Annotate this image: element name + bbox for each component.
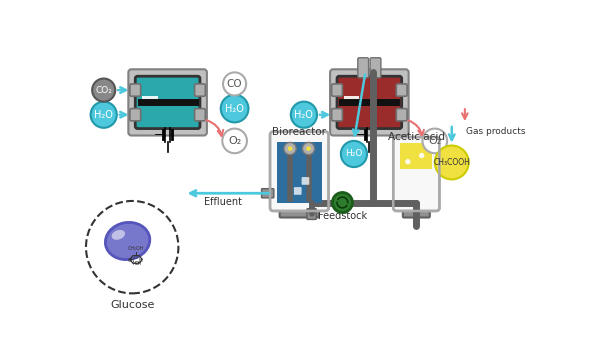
Bar xyxy=(142,96,158,100)
Text: O₂: O₂ xyxy=(428,136,441,146)
Circle shape xyxy=(91,102,117,128)
Bar xyxy=(400,143,432,169)
Text: H: H xyxy=(138,258,142,263)
FancyBboxPatch shape xyxy=(194,108,205,121)
Text: Effluent: Effluent xyxy=(204,197,242,207)
FancyBboxPatch shape xyxy=(307,209,316,219)
Circle shape xyxy=(221,95,249,122)
FancyBboxPatch shape xyxy=(358,58,368,78)
FancyBboxPatch shape xyxy=(130,84,141,96)
Circle shape xyxy=(435,146,469,180)
Circle shape xyxy=(302,142,315,155)
FancyBboxPatch shape xyxy=(332,84,343,96)
Text: Glucose: Glucose xyxy=(110,300,154,309)
Text: CO₂: CO₂ xyxy=(95,86,112,95)
Text: OH: OH xyxy=(134,260,142,266)
Circle shape xyxy=(332,192,352,212)
Text: H₂O: H₂O xyxy=(346,150,362,158)
Circle shape xyxy=(423,129,447,153)
Text: H₂O: H₂O xyxy=(294,110,314,120)
Circle shape xyxy=(222,129,247,153)
FancyBboxPatch shape xyxy=(280,207,319,218)
FancyBboxPatch shape xyxy=(330,69,409,136)
Text: O₂: O₂ xyxy=(228,136,241,146)
FancyBboxPatch shape xyxy=(337,76,402,129)
Text: Acetic acid: Acetic acid xyxy=(388,132,445,142)
FancyBboxPatch shape xyxy=(370,58,381,78)
Bar xyxy=(344,96,359,100)
FancyBboxPatch shape xyxy=(403,207,430,218)
Bar xyxy=(277,142,321,203)
FancyBboxPatch shape xyxy=(393,137,439,211)
FancyBboxPatch shape xyxy=(396,108,407,121)
Circle shape xyxy=(223,72,246,96)
Text: CH₂OH: CH₂OH xyxy=(128,246,144,251)
Ellipse shape xyxy=(105,222,150,260)
Circle shape xyxy=(288,146,293,151)
Circle shape xyxy=(405,159,411,164)
Text: H₂O: H₂O xyxy=(225,104,244,114)
FancyBboxPatch shape xyxy=(130,108,141,121)
FancyBboxPatch shape xyxy=(135,76,200,129)
Circle shape xyxy=(291,102,317,128)
FancyBboxPatch shape xyxy=(270,132,329,211)
Text: H₂O: H₂O xyxy=(95,110,113,120)
Circle shape xyxy=(92,79,115,102)
Text: CO: CO xyxy=(227,79,243,89)
FancyBboxPatch shape xyxy=(128,69,207,136)
FancyBboxPatch shape xyxy=(261,189,274,198)
Text: Bioreactor: Bioreactor xyxy=(272,127,326,137)
FancyBboxPatch shape xyxy=(332,108,343,121)
FancyBboxPatch shape xyxy=(194,84,205,96)
Circle shape xyxy=(341,141,367,167)
Text: O: O xyxy=(134,255,138,260)
FancyBboxPatch shape xyxy=(396,84,407,96)
Circle shape xyxy=(306,146,311,151)
Text: OH: OH xyxy=(128,258,135,263)
FancyBboxPatch shape xyxy=(302,177,309,185)
Circle shape xyxy=(86,201,178,293)
Text: Gas products: Gas products xyxy=(465,127,525,136)
Text: CH₃COOH: CH₃COOH xyxy=(433,158,470,167)
Text: −: − xyxy=(154,130,163,140)
Circle shape xyxy=(284,142,296,155)
Text: H: H xyxy=(132,260,136,266)
Text: −: − xyxy=(355,130,365,140)
Text: Feedstock: Feedstock xyxy=(318,211,367,221)
Circle shape xyxy=(419,153,424,158)
FancyBboxPatch shape xyxy=(294,187,302,195)
Ellipse shape xyxy=(111,230,125,240)
